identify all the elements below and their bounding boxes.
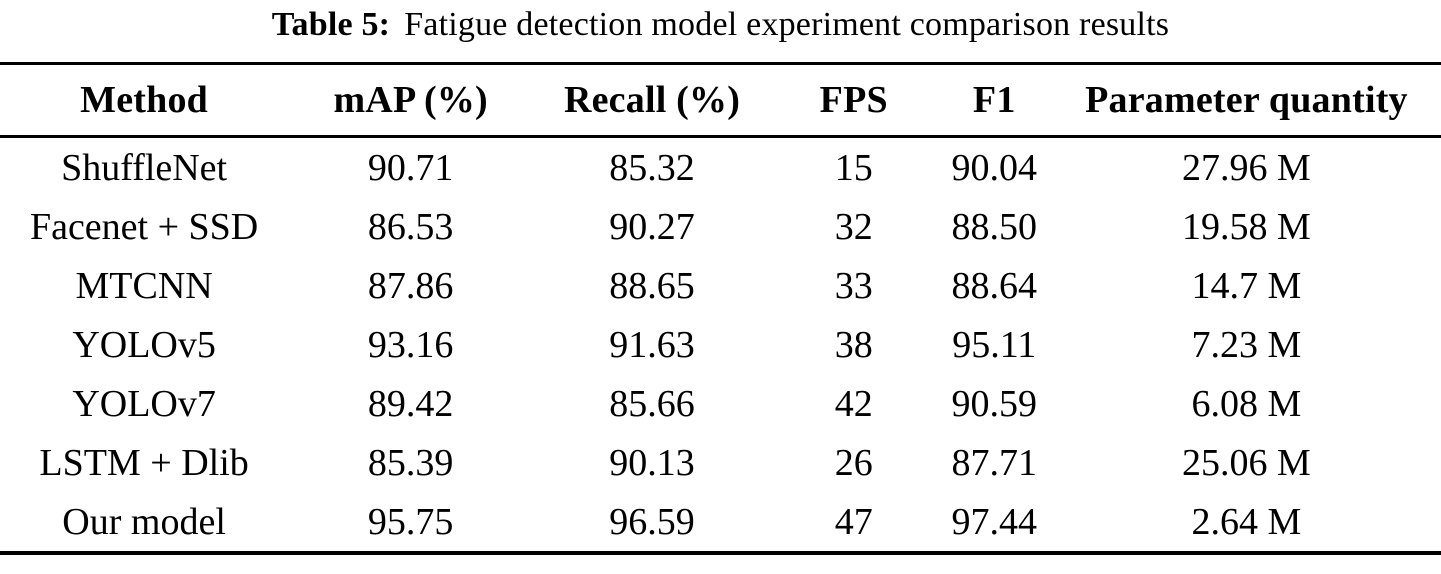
- cell-map: 86.53: [367, 205, 454, 248]
- cell-map: 93.16: [367, 323, 454, 366]
- cell-f1: 90.59: [951, 382, 1037, 425]
- cell-fps: 38: [834, 323, 873, 366]
- cell-f1: 87.71: [951, 441, 1037, 484]
- cell-map: 95.75: [367, 500, 454, 543]
- cell-fps: 33: [834, 264, 873, 307]
- table-row-yolov5: YOLOv5 93.16 91.63 38 95.11 7.23 M: [0, 315, 1441, 374]
- cell-params: 19.58 M: [1182, 205, 1311, 248]
- cell-f1: 88.64: [951, 264, 1037, 307]
- cell-map: 89.42: [367, 382, 454, 425]
- cell-method: MTCNN: [75, 264, 213, 307]
- column-header-fps: FPS: [770, 63, 937, 138]
- column-header-method: Method: [0, 63, 289, 138]
- cell-fps: 32: [834, 205, 873, 248]
- column-header-f1: F1: [936, 63, 1052, 138]
- table-caption-label: Table 5:: [271, 6, 391, 43]
- table-row-lstm-dlib: LSTM + Dlib 85.39 90.13 26 87.71 25.06 M: [0, 433, 1441, 492]
- cell-method: Facenet + SSD: [29, 205, 259, 248]
- cell-fps: 42: [834, 382, 873, 425]
- cell-params: 2.64 M: [1191, 500, 1302, 543]
- cell-params: 7.23 M: [1191, 323, 1302, 366]
- cell-fps: 47: [834, 500, 873, 543]
- column-header-recall: Recall (%): [533, 63, 771, 138]
- cell-method: YOLOv7: [72, 382, 216, 425]
- cell-method: YOLOv5: [72, 323, 216, 366]
- cell-recall: 85.32: [609, 146, 695, 189]
- cell-params: 6.08 M: [1191, 382, 1302, 425]
- cell-method: LSTM + Dlib: [39, 441, 249, 484]
- column-header-map: mAP (%): [288, 63, 534, 138]
- column-header-parameter: Parameter quantity: [1051, 63, 1441, 138]
- cell-recall: 96.59: [609, 500, 695, 543]
- cell-recall: 90.13: [609, 441, 695, 484]
- cell-method: Our model: [62, 500, 226, 543]
- cell-fps: 15: [834, 146, 873, 189]
- cell-recall: 90.27: [609, 205, 695, 248]
- cell-map: 87.86: [367, 264, 454, 307]
- header-row: Method mAP (%) Recall (%) FPS F1 Paramet…: [0, 63, 1441, 138]
- cell-recall: 91.63: [609, 323, 695, 366]
- cell-params: 25.06 M: [1182, 441, 1311, 484]
- table-row-yolov7: YOLOv7 89.42 85.66 42 90.59 6.08 M: [0, 374, 1441, 433]
- cell-f1: 97.44: [951, 500, 1037, 543]
- cell-method: ShuffleNet: [61, 146, 228, 189]
- table-row-facenet-ssd: Facenet + SSD 86.53 90.27 32 88.50 19.58…: [0, 197, 1441, 256]
- table-caption: Table 5: Fatigue detection model experime…: [0, 0, 1441, 62]
- cell-params: 27.96 M: [1182, 146, 1311, 189]
- cell-map: 85.39: [367, 441, 454, 484]
- cell-recall: 88.65: [609, 264, 695, 307]
- table-caption-text: Fatigue detection model experiment compa…: [404, 6, 1170, 43]
- cell-recall: 85.66: [609, 382, 695, 425]
- cell-f1: 88.50: [951, 205, 1037, 248]
- cell-params: 14.7 M: [1191, 264, 1302, 307]
- results-table: Method mAP (%) Recall (%) FPS F1 Paramet…: [0, 62, 1441, 555]
- table-row-shufflenet: ShuffleNet 90.71 85.32 15 90.04 27.96 M: [0, 137, 1441, 198]
- cell-f1: 90.04: [951, 146, 1037, 189]
- cell-f1: 95.11: [952, 323, 1037, 366]
- cell-map: 90.71: [367, 146, 454, 189]
- table-row-our-model: Our model 95.75 96.59 47 97.44 2.64 M: [0, 492, 1441, 553]
- cell-fps: 26: [834, 441, 873, 484]
- table-row-mtcnn: MTCNN 87.86 88.65 33 88.64 14.7 M: [0, 256, 1441, 315]
